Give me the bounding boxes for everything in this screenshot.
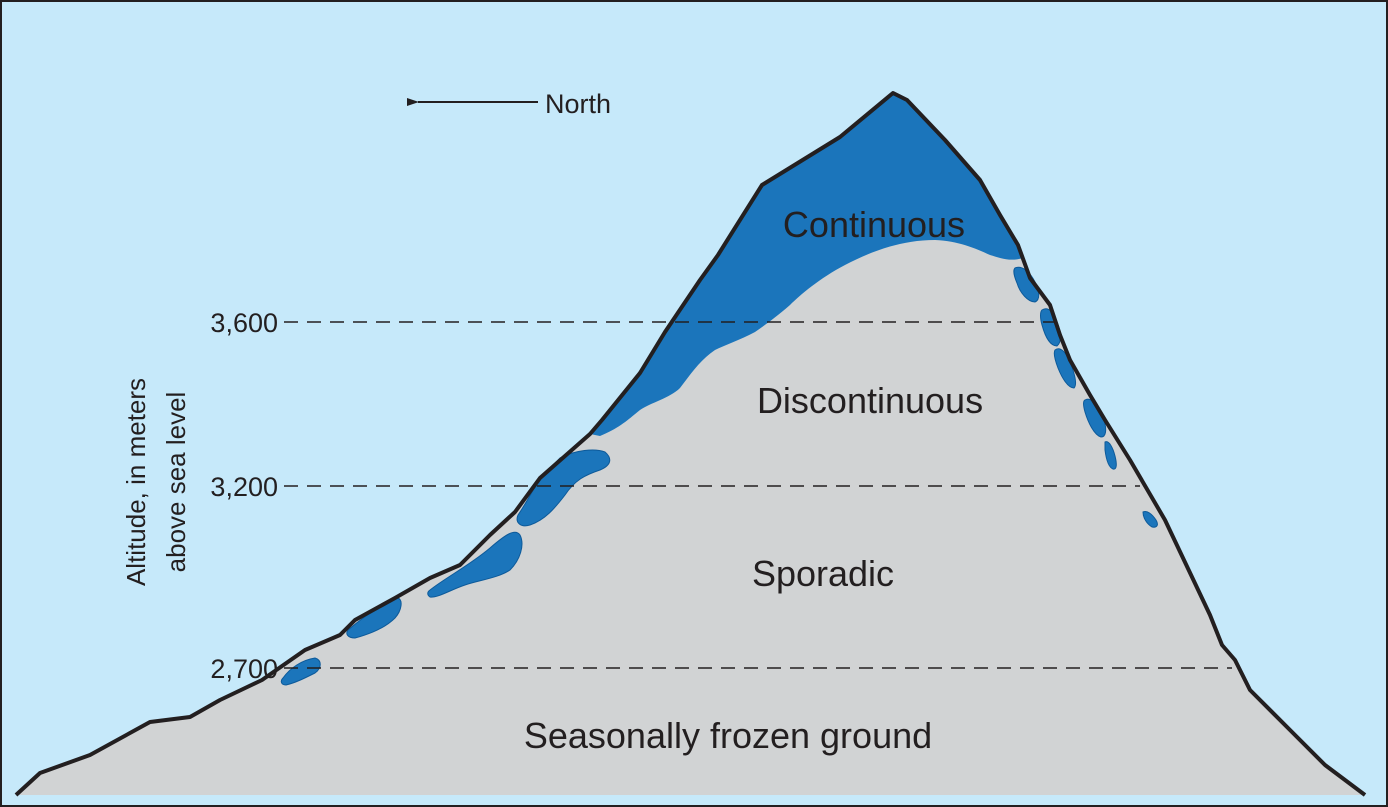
mountain-outline [14, 91, 1367, 797]
permafrost-patch [516, 449, 611, 527]
zone-label-seasonal: Seasonally frozen ground [524, 715, 932, 756]
permafrost-patch [427, 531, 523, 598]
continuous-permafrost-cap [590, 93, 1023, 436]
zone-label-sporadic: Sporadic [752, 553, 894, 594]
permafrost-patch [1104, 441, 1117, 470]
level-label-3600: 3,600 [210, 308, 278, 338]
permafrost-patch [280, 657, 321, 686]
permafrost-patch [1142, 511, 1158, 528]
level-label-3200: 3,200 [210, 472, 278, 502]
north-label: North [545, 89, 611, 119]
axis-title-line1: Altitude, in meters [121, 378, 151, 586]
level-label-2700: 2,700 [210, 654, 278, 684]
zone-label-discontinuous: Discontinuous [757, 380, 983, 421]
zone-label-continuous: Continuous [783, 204, 965, 245]
axis-title-line2: above sea level [161, 392, 191, 573]
mountain-body [16, 93, 1365, 795]
